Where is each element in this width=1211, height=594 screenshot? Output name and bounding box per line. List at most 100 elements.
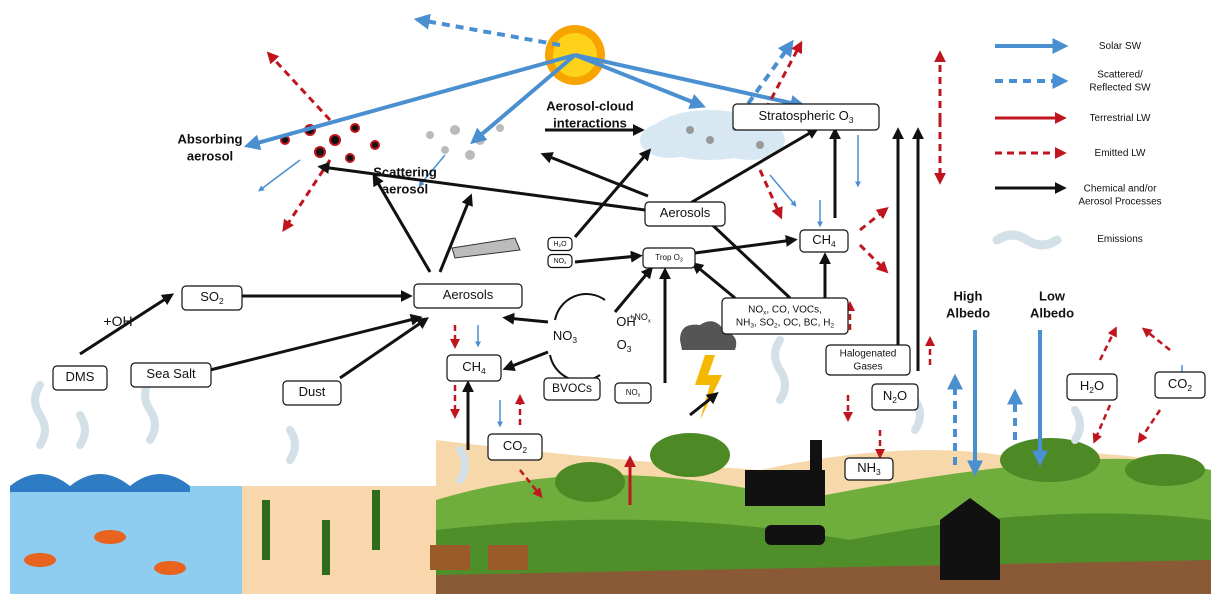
label-text: Low [1039, 289, 1066, 304]
legend-label-text: Chemical and/or [1084, 183, 1157, 194]
arrow [574, 53, 807, 111]
label: Albedo [1030, 306, 1074, 321]
label: NOx [554, 258, 568, 265]
label-text: aerosol [187, 149, 233, 164]
label-box [614, 382, 652, 404]
label: +NOx [629, 312, 651, 324]
label-box [181, 285, 243, 311]
label: NOx [626, 388, 641, 399]
label-subscript: 3 [750, 322, 754, 329]
label-text: , CO, VOCs, [766, 304, 822, 315]
label-box [52, 365, 108, 391]
arrow [519, 469, 543, 499]
label-text: Aerosols [660, 205, 711, 220]
arrow [282, 159, 332, 233]
label-text: NO [554, 258, 565, 265]
arrow [758, 169, 783, 220]
arrow [372, 173, 432, 273]
label: Aerosol-cloud [546, 99, 633, 114]
label-box [487, 433, 543, 461]
label: DMS [66, 369, 95, 384]
arrow [1141, 327, 1171, 351]
label-subscript: x [638, 393, 641, 399]
label-box [721, 297, 849, 335]
label-text: H [1080, 378, 1089, 393]
arrows [79, 13, 1185, 505]
label-subscript: 3 [849, 115, 854, 125]
arrow [1098, 326, 1117, 361]
label-box [547, 253, 573, 269]
label-box [799, 229, 849, 253]
label-text: CO [503, 438, 523, 453]
label: Aerosols [443, 287, 494, 302]
label: NOx, CO, VOCs, [748, 304, 822, 316]
label-box [732, 103, 880, 131]
label: Dust [299, 384, 326, 399]
label: aerosol [382, 182, 428, 197]
label: Albedo [946, 306, 990, 321]
label-text: Albedo [1030, 306, 1074, 321]
label-subscript: 3 [876, 467, 881, 477]
arrow [502, 312, 549, 325]
legend-label: Terrestrial LW [1090, 113, 1151, 124]
label: Sea Salt [146, 366, 196, 381]
emission-icon [992, 230, 1062, 250]
label: High [954, 289, 983, 304]
arrow [613, 266, 654, 313]
label: CH4 [462, 359, 486, 376]
arrow [209, 313, 423, 372]
arrow [691, 261, 736, 300]
label-box [130, 362, 212, 388]
label-text: +NO [629, 312, 648, 322]
arrow [701, 214, 792, 300]
label-box [413, 283, 523, 309]
label: BVOCs [552, 381, 592, 395]
legend-label: Chemical and/or [1084, 183, 1157, 194]
label-subscript: 2 [522, 445, 527, 455]
arrow [243, 53, 576, 151]
label-text: H [553, 241, 558, 248]
label-text: interactions [553, 116, 627, 131]
label-text: NH [736, 317, 750, 328]
legend-label: Solar SW [1099, 41, 1142, 52]
label-text: OH [616, 314, 636, 329]
label-text: Absorbing [178, 132, 243, 147]
label-text: NO [748, 304, 763, 315]
label-subscript: 2 [774, 322, 778, 329]
label: NH3, SO2, OC, BC, H2 [736, 317, 835, 329]
arrow [1137, 409, 1162, 444]
arrow [470, 53, 577, 145]
label-text: Scattering [373, 165, 437, 180]
label-text: CH [462, 359, 481, 374]
legend-label-text: Aerosol Processes [1078, 196, 1161, 207]
label: N2O [883, 388, 907, 405]
label-text: O [1094, 378, 1104, 393]
label-subscript: 2 [830, 322, 834, 329]
label-box [644, 201, 726, 227]
arrow [674, 127, 820, 214]
label-text: High [954, 289, 983, 304]
label-subscript: 2 [1187, 383, 1192, 393]
arrow [317, 162, 646, 212]
label: aerosol [187, 149, 233, 164]
label-text: CO [1168, 376, 1188, 391]
label: O3 [617, 337, 632, 354]
label-text: CH [812, 232, 831, 247]
label-text: N [883, 388, 892, 403]
label: Aerosols [660, 205, 711, 220]
label-box [547, 236, 573, 252]
label-subscript: 4 [481, 366, 486, 376]
label-box [642, 247, 696, 269]
legend-label-text: Emitted LW [1095, 148, 1146, 159]
arrow [859, 207, 889, 232]
label: CO2 [503, 438, 528, 455]
arrow [339, 317, 429, 380]
label-text: NO [553, 328, 573, 343]
arrow [266, 51, 332, 122]
legend-label-text: Reflected SW [1089, 82, 1151, 93]
arrow [258, 159, 301, 192]
label: Halogenated [840, 348, 897, 359]
label: SO2 [200, 289, 224, 306]
label: OH [616, 314, 636, 329]
arrow [738, 39, 794, 117]
